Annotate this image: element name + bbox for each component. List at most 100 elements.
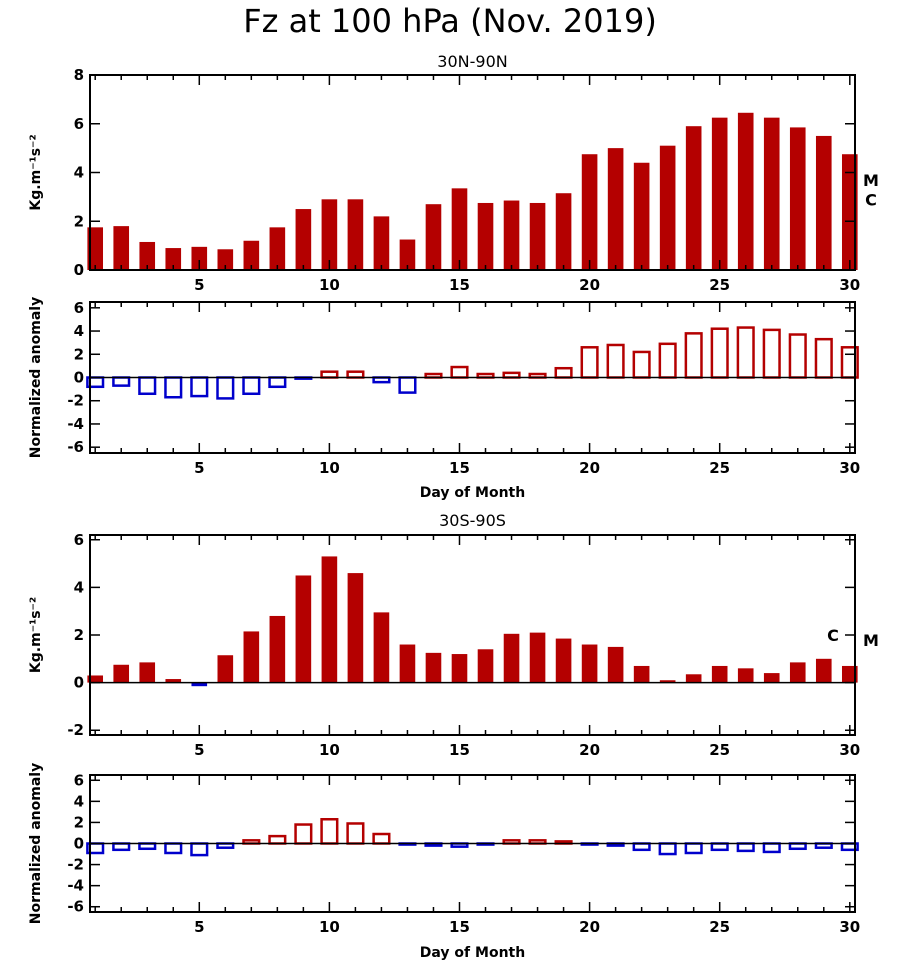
bar-p1-day-19 <box>555 193 572 270</box>
bar-p2-day-19 <box>554 366 573 379</box>
bar-p1-day-14 <box>425 204 442 270</box>
ytick-label-p2-2: 2 <box>74 345 84 363</box>
bar-p2-day-13 <box>398 376 417 394</box>
ytick-label-p1-2: 2 <box>74 212 84 230</box>
xtick-label-p2-30: 30 <box>839 459 860 477</box>
bar-p1-day-13 <box>399 239 416 270</box>
bar-p4-day-28 <box>788 842 807 851</box>
bar-p1-day-22 <box>633 162 650 270</box>
bar-p3-day-26 <box>737 668 754 683</box>
xtick-label-p3-10: 10 <box>319 741 340 759</box>
bar-p4-day-22 <box>632 842 651 852</box>
ytick-label-p4-4: 4 <box>74 792 84 810</box>
bar-p1-day-16 <box>477 202 494 270</box>
bar-p3-day-20 <box>581 644 598 683</box>
ytick-label-p4--6: -6 <box>67 898 84 916</box>
ytick-label-p1-4: 4 <box>74 164 84 182</box>
marker-m-p1: M <box>863 171 879 190</box>
bar-p3-day-4 <box>165 679 182 683</box>
bar-p4-day-9 <box>294 823 313 845</box>
bar-p3-day-25 <box>711 665 728 683</box>
xtick-label-p3-15: 15 <box>449 741 470 759</box>
ytick-label-p1-0: 0 <box>74 261 84 279</box>
xtick-label-p3-20: 20 <box>579 741 600 759</box>
bar-p3-day-19 <box>555 638 572 683</box>
xtick-label-p4-30: 30 <box>839 918 860 936</box>
bar-p3-day-5 <box>191 682 208 687</box>
bar-p3-day-14 <box>425 652 442 683</box>
bar-p4-day-2 <box>112 842 131 852</box>
bar-p2-day-8 <box>268 376 287 389</box>
bar-p4-day-26 <box>736 842 755 853</box>
bar-p3-day-11 <box>347 573 364 683</box>
xtick-label-p4-10: 10 <box>319 918 340 936</box>
y-axis-label-p4: Normalized anomaly <box>28 763 44 924</box>
bar-p1-day-20 <box>581 154 598 270</box>
bar-p3-day-17 <box>503 633 520 683</box>
xtick-label-p4-25: 25 <box>709 918 730 936</box>
bar-p2-day-21 <box>606 343 625 379</box>
bar-p2-day-2 <box>112 376 131 387</box>
bar-p1-day-12 <box>373 216 390 270</box>
bar-p3-day-30 <box>841 665 858 683</box>
xtick-label-p2-10: 10 <box>319 459 340 477</box>
bar-p3-day-9 <box>295 575 312 683</box>
bar-p4-day-24 <box>684 842 703 855</box>
xtick-label-p4-15: 15 <box>449 918 470 936</box>
bar-p3-day-3 <box>139 662 156 683</box>
bar-p1-day-17 <box>503 200 520 270</box>
bar-p2-day-24 <box>684 332 703 379</box>
bar-p2-day-3 <box>138 376 157 396</box>
xtick-label-p1-10: 10 <box>319 276 340 294</box>
ytick-label-p2--6: -6 <box>67 438 84 456</box>
ytick-label-p2--2: -2 <box>67 392 84 410</box>
xtick-label-p3-30: 30 <box>839 741 860 759</box>
bar-p1-day-30 <box>841 154 858 270</box>
bar-p2-day-23 <box>658 342 677 379</box>
bar-p2-day-11 <box>346 370 365 379</box>
bar-p1-day-24 <box>685 126 702 270</box>
bar-p2-day-26 <box>736 326 755 379</box>
bar-p1-day-26 <box>737 112 754 270</box>
bar-p2-day-4 <box>164 376 183 399</box>
bar-p3-day-6 <box>217 655 234 683</box>
bar-p4-day-23 <box>658 842 677 856</box>
bar-p4-day-3 <box>138 842 157 851</box>
bar-p3-day-1 <box>87 675 104 683</box>
bar-p1-day-8 <box>269 227 286 270</box>
bar-p4-day-25 <box>710 842 729 852</box>
xtick-label-p3-25: 25 <box>709 741 730 759</box>
ytick-label-p4--4: -4 <box>67 877 84 895</box>
bar-p4-day-11 <box>346 822 365 845</box>
bar-p3-day-24 <box>685 674 702 683</box>
xtick-label-p4-20: 20 <box>579 918 600 936</box>
ytick-label-p3-6: 6 <box>74 531 84 549</box>
ytick-label-p3--2: -2 <box>67 721 84 739</box>
bar-p1-day-29 <box>815 135 832 270</box>
xtick-label-p2-25: 25 <box>709 459 730 477</box>
marker-c-p1: C <box>865 190 877 209</box>
bar-p2-day-10 <box>320 370 339 379</box>
bar-p2-day-29 <box>814 337 833 379</box>
bar-p2-day-6 <box>216 376 235 400</box>
bar-p3-day-13 <box>399 644 416 683</box>
bar-p1-day-6 <box>217 249 234 270</box>
figure-title: Fz at 100 hPa (Nov. 2019) <box>243 2 657 40</box>
panel-subtitle-p3: 30S-90S <box>439 511 506 530</box>
bar-p3-day-23 <box>659 680 676 683</box>
bar-p2-day-7 <box>242 376 261 396</box>
xtick-label-p2-20: 20 <box>579 459 600 477</box>
bar-p2-day-20 <box>580 346 599 379</box>
xtick-label-p1-25: 25 <box>709 276 730 294</box>
ytick-label-p1-6: 6 <box>74 115 84 133</box>
bar-p3-day-15 <box>451 654 468 683</box>
x-axis-label-p2: Day of Month <box>420 485 525 501</box>
bar-p1-day-3 <box>139 241 156 270</box>
ytick-label-p4-0: 0 <box>74 835 84 853</box>
bar-p3-day-16 <box>477 649 494 683</box>
bar-p1-day-28 <box>789 127 806 270</box>
y-axis-label-p3: Kg.m⁻¹s⁻² <box>28 597 44 673</box>
ytick-label-p2-6: 6 <box>74 299 84 317</box>
bar-p1-day-18 <box>529 202 546 270</box>
